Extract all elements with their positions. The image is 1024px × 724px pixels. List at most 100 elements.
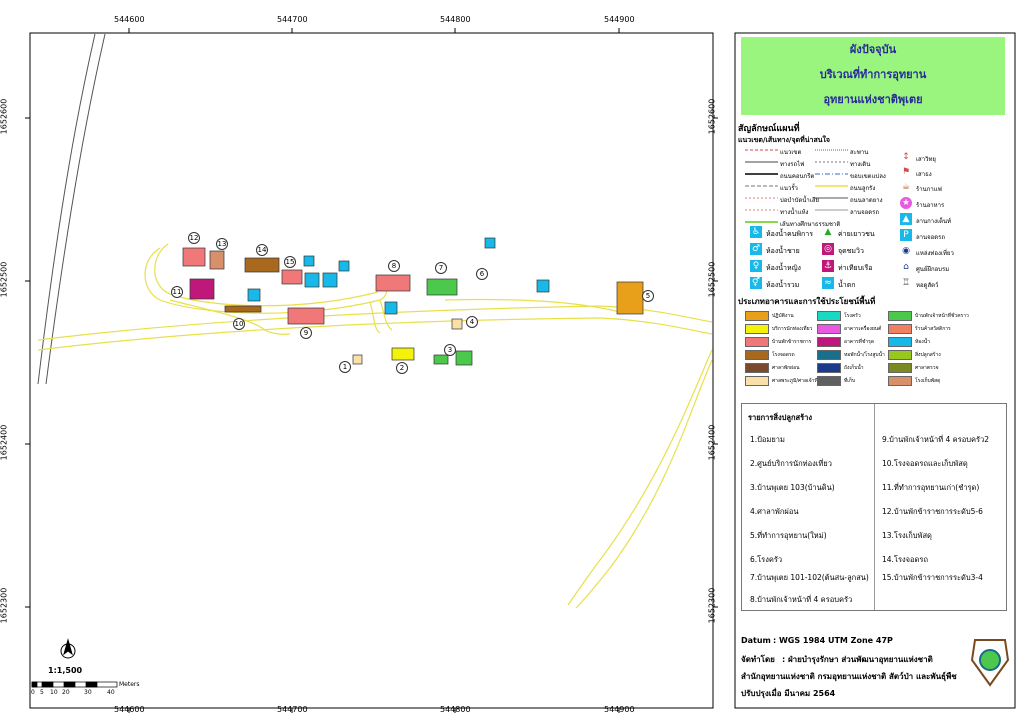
building-13 <box>209 250 225 270</box>
building-12 <box>182 247 206 267</box>
legend-point-label: ห้องน้ำชาย <box>766 247 800 255</box>
legend-point-label: แหล่งท่องเที่ยว <box>916 250 954 257</box>
legend-heading: สัญลักษณ์แผนที่ <box>738 124 800 134</box>
legend-line-label: ขอบเขตแปลง <box>850 173 886 180</box>
building-number-15: 15 <box>284 256 296 268</box>
building-type-swatch <box>817 350 841 360</box>
building-10 <box>224 305 262 313</box>
building-type-swatch <box>817 376 841 386</box>
building-9 <box>287 307 325 325</box>
building-list-item: 10.โรงจอดรถและเก็บพัสดุ <box>882 459 968 468</box>
scale-tick-label: 30 <box>84 689 92 696</box>
y-tick-left-3: 1652400 <box>0 424 9 461</box>
building-11 <box>189 278 215 300</box>
building-type-label: ศาลาพักผ่อน <box>772 365 800 371</box>
x-tick-top-1: 544600 <box>114 15 145 24</box>
building-2 <box>391 347 415 361</box>
building-type-swatch <box>888 376 912 386</box>
legend-point-label: ร้านอาหาร <box>916 202 945 209</box>
x-tick-top-4: 544900 <box>604 15 635 24</box>
legend-point-label: หอดูสัตว์ <box>916 282 939 289</box>
building-type-label: โรงจอดรถ <box>772 352 795 358</box>
toilet-1 <box>304 272 320 288</box>
railway-lines <box>37 33 106 385</box>
building-list-item: 14.โรงจอดรถ <box>882 555 928 564</box>
tent-icon: ▲ <box>900 213 912 225</box>
y-tick-left-2: 1652500 <box>0 261 9 298</box>
accessible-toilet-icon: ♿ <box>750 226 762 238</box>
building-type-label: บ้านพักเจ้าหน้าที่ชั่วคราว <box>915 313 969 319</box>
toilet-2 <box>322 272 338 288</box>
legend-point-label: ห้องน้ำรวม <box>766 281 800 289</box>
building-type-swatch <box>817 311 841 321</box>
legend-line-label: สะพาน <box>850 149 869 156</box>
scale-tick-label: 40 <box>107 689 115 696</box>
building-type-swatch <box>817 324 841 334</box>
x-tick-top-3: 544800 <box>440 15 471 24</box>
toilet-5 <box>484 237 496 249</box>
legend-point-label: ศูนย์ฝึกอบรม <box>916 266 950 273</box>
building-14 <box>244 257 280 273</box>
building-number-8: 8 <box>388 260 400 272</box>
building-type-label: โรงเก็บพัสดุ <box>915 378 941 384</box>
building-number-3: 3 <box>444 344 456 356</box>
restaurant-icon: ★ <box>900 197 912 209</box>
coffee-icon: ☕ <box>901 182 911 192</box>
updated-date: ปรับปรุงเมื่อ มีนาคม 2564 <box>741 689 836 698</box>
building-5 <box>616 281 644 315</box>
department-logo <box>970 639 1010 687</box>
parking-1 <box>247 288 261 302</box>
building-type-label: ที่เก็บ <box>844 378 856 384</box>
scale-ratio: 1:1,500 <box>48 666 83 675</box>
scale-tick-label: 0 <box>31 689 35 696</box>
legend-point-label: ร้านกาแฟ <box>916 186 942 193</box>
building-list-item: 8.บ้านพักเจ้าหน้าที่ 4 ครอบครัว <box>750 595 853 604</box>
map-title-line-3: อุทยานแห่งชาติพุเตย <box>823 93 923 106</box>
building-list-divider <box>874 404 875 610</box>
male-toilet-icon: ♂ <box>750 243 762 255</box>
legend-point-label: ห้องน้ำหญิง <box>766 264 801 272</box>
building-type-swatch <box>745 363 769 373</box>
building-number-14: 14 <box>256 244 268 256</box>
building-number-9: 9 <box>300 327 312 339</box>
y-tick-right-1: 1652600 <box>707 98 717 135</box>
building-list-item: 6.โรงครัว <box>750 555 783 564</box>
legend-subheading: แนวเขต/เส้นทาง/จุดที่น่าสนใจ <box>738 136 831 144</box>
building-type-swatch <box>888 350 912 360</box>
map-title-line-2: บริเวณที่ทำการอุทยาน <box>819 68 927 81</box>
building-type-label: อาคารเครื่องยนต์ <box>844 326 882 332</box>
legend-point-label: ลานกางเต็นท์ <box>916 218 952 225</box>
parking-icon: P <box>900 229 912 241</box>
building-type-swatch <box>817 337 841 347</box>
building-type-label: ร้านค้าสวัสดิการ <box>915 326 951 332</box>
legend-line-label: ลานจอดรถ <box>850 209 880 216</box>
north-arrow-icon <box>60 638 76 659</box>
legend-line-label: ถนนลาดยาง <box>850 197 883 204</box>
legend-line-samples <box>745 149 848 223</box>
building-number-4: 4 <box>466 316 478 328</box>
building-type-swatch <box>745 324 769 334</box>
pier-icon: ⚓ <box>822 260 834 272</box>
watchtower-icon: ♖ <box>901 278 911 288</box>
y-tick-left-4: 1652300 <box>0 587 9 624</box>
building-types-heading: ประเภทอาคารและการใช้ประโยชน์พื้นที่ <box>738 297 876 306</box>
scale-tick-label: 5 <box>40 689 44 696</box>
y-tick-right-3: 1652400 <box>707 424 717 461</box>
building-type-label: ห้องน้ำ <box>915 339 930 345</box>
building-type-swatch <box>888 311 912 321</box>
building-list-item: 7.บ้านพุเตย 101-102(ต้นสน-ลูกสน) <box>750 573 869 582</box>
building-list-item: 12.บ้านพักข้าราชการระดับ5-6 <box>882 507 983 516</box>
building-number-2: 2 <box>396 362 408 374</box>
x-tick-bottom-2: 544700 <box>277 705 308 714</box>
building-type-swatch <box>745 376 769 386</box>
scale-unit: Meters <box>119 681 140 688</box>
y-tick-left-1: 1652600 <box>0 98 9 135</box>
building-list-item: 13.โรงเก็บพัสดุ <box>882 531 932 540</box>
scale-bar <box>31 681 118 688</box>
toilet-3 <box>338 260 350 272</box>
building-type-label: ปฏิบัติงาน <box>772 313 794 319</box>
training-center-icon: ⌂ <box>903 262 909 272</box>
building-4 <box>451 318 463 330</box>
buildings <box>182 237 644 366</box>
building-number-1: 1 <box>339 361 351 373</box>
